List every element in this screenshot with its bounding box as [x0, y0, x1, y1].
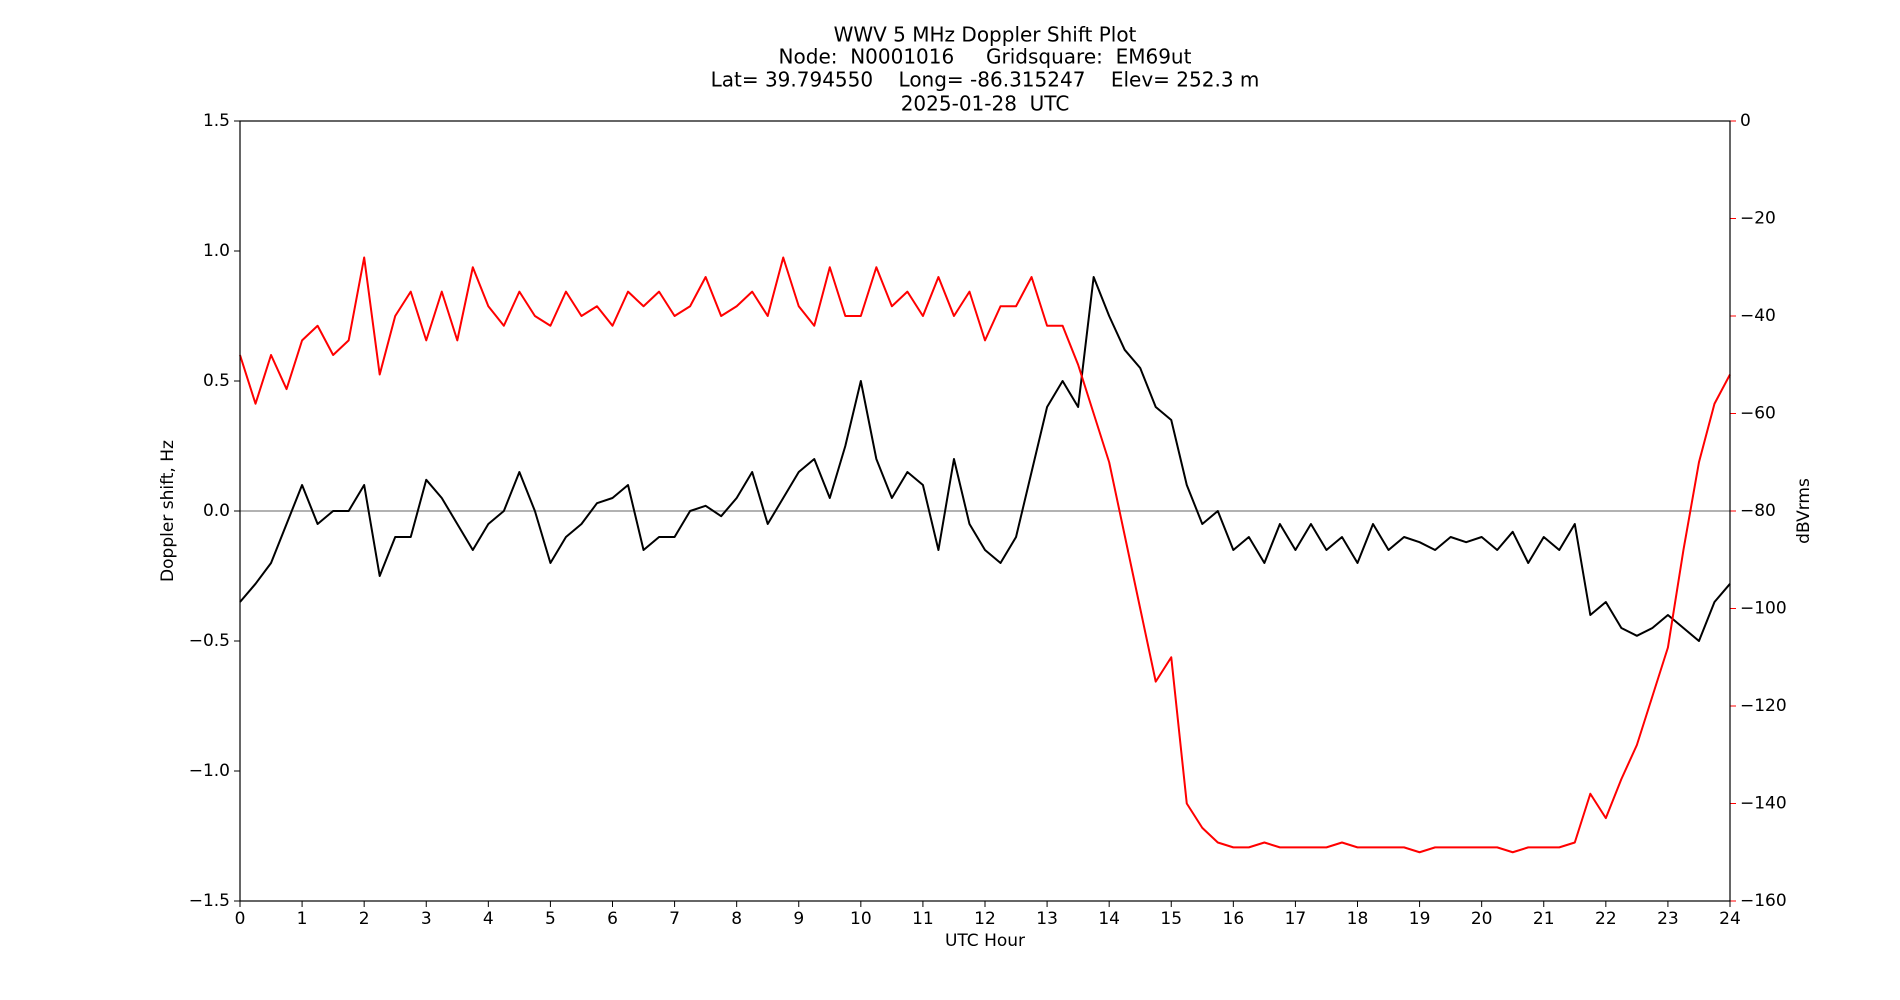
- chart-subtitle: Node: N0001016 Gridsquare: EM69ut: [779, 45, 1192, 69]
- x-tick-label: 18: [1347, 909, 1369, 929]
- y-axis-label: Doppler shift, Hz: [158, 440, 178, 582]
- x-tick-label: 21: [1533, 909, 1555, 929]
- x-tick-label: 20: [1471, 909, 1493, 929]
- x-tick-label: 3: [421, 909, 432, 929]
- chart-subtitle: Lat= 39.794550 Long= -86.315247 Elev= 25…: [711, 68, 1260, 92]
- y-tick-label: −1.5: [189, 891, 230, 911]
- chart-title: WWV 5 MHz Doppler Shift Plot: [834, 23, 1137, 47]
- y-tick-label: 0.0: [203, 501, 230, 521]
- y2-tick-label: −100: [1740, 599, 1787, 619]
- y2-tick-label: −80: [1740, 501, 1776, 521]
- chart-subtitle: 2025-01-28 UTC: [901, 92, 1070, 116]
- y2-tick-label: −140: [1740, 794, 1787, 814]
- x-tick-label: 23: [1657, 909, 1679, 929]
- y2-tick-label: −20: [1740, 209, 1776, 229]
- x-tick-label: 9: [793, 909, 804, 929]
- y2-tick-label: −40: [1740, 306, 1776, 326]
- x-tick-label: 24: [1719, 909, 1741, 929]
- x-tick-label: 4: [483, 909, 494, 929]
- x-axis-label: UTC Hour: [945, 931, 1025, 951]
- x-tick-label: 10: [850, 909, 872, 929]
- x-tick-label: 19: [1409, 909, 1431, 929]
- x-tick-label: 17: [1285, 909, 1307, 929]
- y-tick-label: 1.0: [203, 241, 230, 261]
- x-tick-label: 22: [1595, 909, 1617, 929]
- x-tick-label: 1: [297, 909, 308, 929]
- x-tick-label: 6: [607, 909, 618, 929]
- x-tick-label: 16: [1223, 909, 1245, 929]
- y2-tick-label: −120: [1740, 696, 1787, 716]
- y-tick-label: 1.5: [203, 111, 230, 131]
- series-line: [239, 276, 1731, 642]
- x-tick-label: 8: [731, 909, 742, 929]
- x-tick-label: 11: [912, 909, 934, 929]
- x-tick-label: 13: [1036, 909, 1058, 929]
- y2-axis-label: dBVrms: [1794, 478, 1814, 544]
- x-tick-label: 5: [545, 909, 556, 929]
- series-line: [239, 256, 1731, 854]
- y-tick-label: 0.5: [203, 371, 230, 391]
- y-tick-label: −1.0: [189, 761, 230, 781]
- x-tick-label: 14: [1098, 909, 1120, 929]
- y2-tick-label: −160: [1740, 891, 1787, 911]
- y2-tick-label: −60: [1740, 404, 1776, 424]
- y2-tick-label: 0: [1740, 111, 1751, 131]
- x-tick-label: 7: [669, 909, 680, 929]
- plot-frame: [239, 120, 1731, 902]
- x-tick-label: 2: [359, 909, 370, 929]
- x-tick-label: 0: [235, 909, 246, 929]
- x-tick-label: 15: [1160, 909, 1182, 929]
- y-tick-label: −0.5: [189, 631, 230, 651]
- x-tick-label: 12: [974, 909, 996, 929]
